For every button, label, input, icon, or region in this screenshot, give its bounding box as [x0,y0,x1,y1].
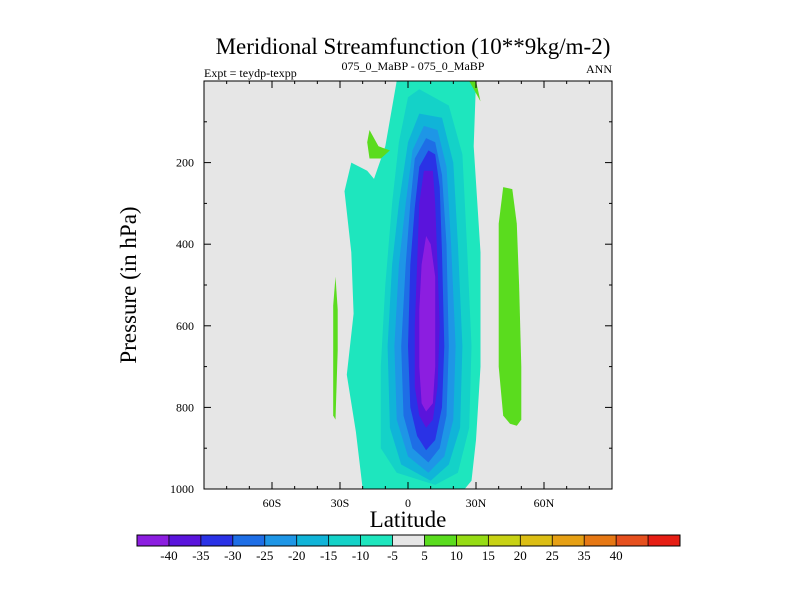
colorbar-swatch [200,535,234,546]
colorbar-label: -30 [224,548,241,563]
x-tick-label: 60N [534,496,555,510]
x-tick-label: 30S [331,496,350,510]
colorbar-label: 20 [514,548,527,563]
center-subtitle: 075_0_MaBP - 075_0_MaBP [342,59,485,73]
colorbar-swatch [232,535,266,546]
colorbar-swatch [584,535,617,546]
colorbar-frame [136,534,681,547]
colorbar-swatch [488,535,521,546]
colorbar-label: -25 [256,548,273,563]
colorbar-label: -15 [320,548,337,563]
colorbar-swatch [456,535,489,546]
right-subtitle: ANN [586,62,612,76]
colorbar-swatch [328,535,361,546]
colorbar-swatch [168,535,202,546]
contour-region-pos5-10 [333,276,338,420]
colorbar-swatch [648,535,681,546]
chart-title: Meridional Streamfunction (10**9kg/m-2) [216,34,611,59]
contour-region-pos5-9 [367,130,390,159]
colorbar-label: 35 [578,548,591,563]
contour-regions [333,81,522,489]
colorbar: -40 -35 -30 -25 -20 -15 -10 -5 5 10 15 20 25 35 40 [136,534,681,563]
y-tick-label: 200 [176,156,194,170]
colorbar-swatch [296,535,330,546]
colorbar-swatch [360,535,393,546]
colorbar-label: -10 [352,548,369,563]
colorbar-label: 15 [482,548,495,563]
colorbar-label: -20 [288,548,305,563]
colorbar-swatch [520,535,553,546]
colorbar-swatch [424,535,457,546]
y-tick-label: 400 [176,237,194,251]
colorbar-swatch [616,535,649,546]
y-tick-label: 800 [176,400,194,414]
contour-region-neg40-7 [419,236,436,412]
colorbar-label: -35 [192,548,209,563]
colorbar-swatch [552,535,585,546]
colorbar-swatch [264,535,298,546]
contour-region-pos5-11 [498,187,522,426]
x-tick-label: 60S [263,496,282,510]
colorbar-label: 10 [450,548,463,563]
y-tick-label: 1000 [170,482,194,496]
colorbar-swatch [392,535,425,546]
y-axis-label: Pressure (in hPa) [116,206,141,363]
colorbar-label: -5 [387,548,398,563]
x-tick-label: 30N [466,496,487,510]
y-tick-label: 600 [176,319,194,333]
colorbar-label: 5 [421,548,428,563]
colorbar-label: 25 [546,548,559,563]
x-tick-label: 0 [405,496,411,510]
colorbar-label: -40 [160,548,177,563]
contour-region-pos5-8 [469,81,481,102]
axis-ticks: 60S 30S 0 30N 60N 200 400 600 800 1000 [170,81,613,510]
colorbar-swatch [137,535,170,546]
left-subtitle: Expt = teydp-texpp [204,66,297,80]
colorbar-label: 40 [610,548,623,563]
x-axis-label: Latitude [370,507,447,532]
